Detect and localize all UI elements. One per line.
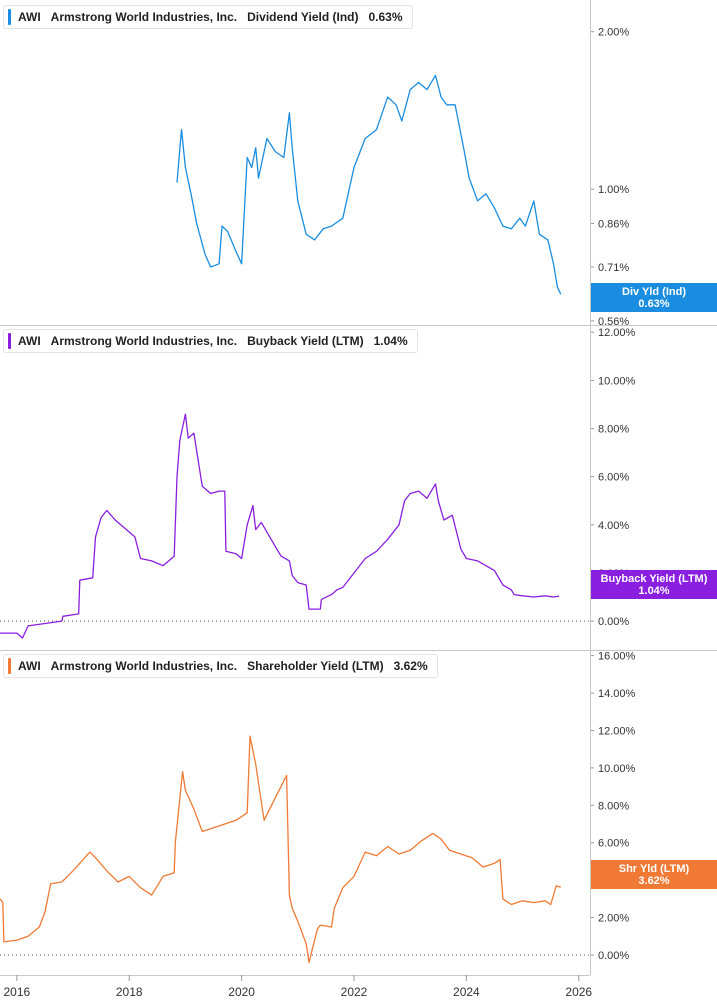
legend-panel-1: AWI Armstrong World Industries, Inc. Div… bbox=[3, 5, 413, 29]
ytick-label-1-3: 0.71% bbox=[598, 262, 629, 274]
legend-company-1: Armstrong World Industries, Inc. bbox=[50, 10, 238, 24]
series-line-2 bbox=[0, 413, 560, 639]
ytick-label-3-0: 16.00% bbox=[598, 651, 636, 663]
legend-metric-3: Shareholder Yield (LTM) bbox=[247, 659, 384, 673]
badge-value-2: 1.04% bbox=[638, 585, 670, 597]
legend-value-3: 3.62% bbox=[393, 659, 428, 673]
xtick-label-5: 2026 bbox=[565, 985, 592, 999]
panel-1: 2.00% 1.00% 0.86% 0.71% 0.56% bbox=[0, 27, 717, 328]
panel-2: 12.00%10.00%8.00%6.00%4.00%2.00%0.00% bbox=[0, 327, 717, 651]
ytick-label-2-0: 12.00% bbox=[598, 327, 636, 339]
value-badge-2: Buyback Yield (LTM) 1.04% bbox=[591, 570, 717, 599]
legend-metric-1: Dividend Yield (Ind) bbox=[247, 10, 359, 24]
badge-label-3: Shr Yld (LTM) bbox=[618, 863, 690, 875]
ytick-label-3-3: 10.00% bbox=[598, 763, 636, 775]
ytick-label-2-4: 4.00% bbox=[598, 520, 629, 532]
value-badge-3: Shr Yld (LTM) 3.62% bbox=[591, 860, 717, 889]
xtick-label-3: 2022 bbox=[341, 985, 368, 999]
badge-value-1: 0.63% bbox=[638, 298, 670, 310]
legend-swatch-2 bbox=[8, 333, 11, 349]
legend-value-1: 0.63% bbox=[368, 10, 403, 24]
badge-label-1: Div Yld (Ind) bbox=[622, 286, 686, 298]
ytick-label-3-7: 2.00% bbox=[598, 913, 629, 925]
legend-panel-2: AWI Armstrong World Industries, Inc. Buy… bbox=[3, 329, 418, 353]
panels: 2.00%1.00%0.86%0.71%0.56%12.00%10.00%8.0… bbox=[0, 27, 717, 964]
legend-swatch-1 bbox=[8, 9, 11, 25]
value-badge-1: Div Yld (Ind) 0.63% bbox=[591, 283, 717, 312]
x-axis: 2016 2018 2020 2022 2024 2026 bbox=[0, 0, 592, 999]
legend-value-2: 1.04% bbox=[373, 334, 408, 348]
ytick-label-2-3: 6.00% bbox=[598, 472, 629, 484]
xtick-label-2: 2020 bbox=[228, 985, 255, 999]
legend-swatch-3 bbox=[8, 658, 11, 674]
xtick-label-4: 2024 bbox=[453, 985, 480, 999]
ytick-label-1-0: 2.00% bbox=[598, 27, 629, 39]
ytick-label-3-1: 14.00% bbox=[598, 688, 636, 700]
ytick-label-2-6: 0.00% bbox=[598, 616, 629, 628]
legend-company-2: Armstrong World Industries, Inc. bbox=[50, 334, 238, 348]
ytick-label-1-2: 0.86% bbox=[598, 218, 629, 230]
legend-ticker-2: AWI bbox=[18, 334, 41, 348]
panel-3: 16.00%14.00%12.00%10.00%8.00%6.00%4.00%2… bbox=[0, 651, 636, 964]
legend-ticker-1: AWI bbox=[18, 10, 41, 24]
series-line-3 bbox=[0, 735, 562, 964]
legend-panel-3: AWI Armstrong World Industries, Inc. Sha… bbox=[3, 654, 438, 678]
legend-ticker-3: AWI bbox=[18, 659, 41, 673]
ytick-label-1-4: 0.56% bbox=[598, 316, 629, 328]
series-line-1 bbox=[176, 74, 562, 295]
xtick-label-0: 2016 bbox=[4, 985, 31, 999]
ytick-label-3-4: 8.00% bbox=[598, 800, 629, 812]
ytick-label-3-8: 0.00% bbox=[598, 950, 629, 962]
ytick-label-3-5: 6.00% bbox=[598, 838, 629, 850]
ytick-label-2-2: 8.00% bbox=[598, 424, 629, 436]
badge-label-2: Buyback Yield (LTM) bbox=[600, 573, 708, 585]
xtick-label-1: 2018 bbox=[116, 985, 143, 999]
ytick-label-2-1: 10.00% bbox=[598, 375, 636, 387]
legend-metric-2: Buyback Yield (LTM) bbox=[247, 334, 364, 348]
ytick-label-1-1: 1.00% bbox=[598, 184, 629, 196]
badge-value-3: 3.62% bbox=[638, 875, 670, 887]
ytick-label-3-2: 12.00% bbox=[598, 725, 636, 737]
legend-company-3: Armstrong World Industries, Inc. bbox=[50, 659, 238, 673]
